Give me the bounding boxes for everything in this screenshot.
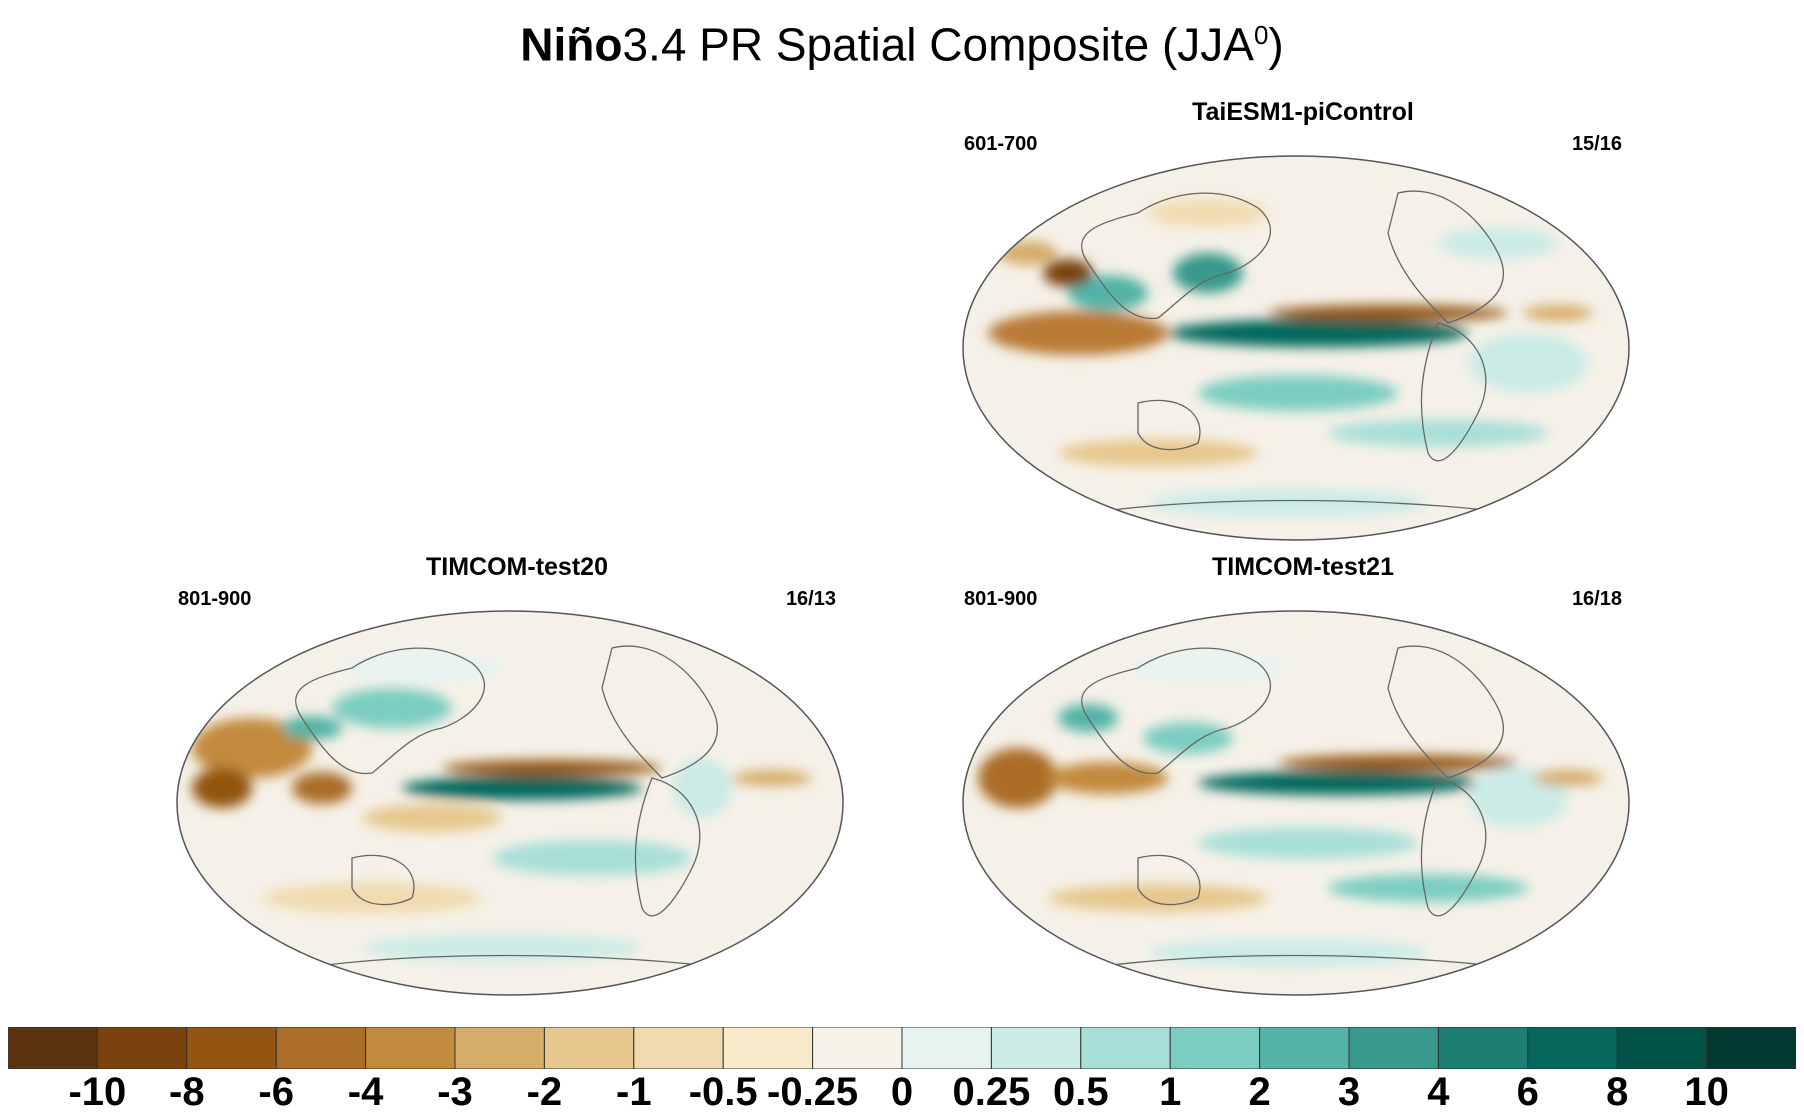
colorbar-tick-label: -10 xyxy=(68,1070,127,1114)
panel-title: TaiESM1-piControl xyxy=(1192,98,1414,126)
panel-years: 801-900 xyxy=(178,588,252,610)
map-panel-timcom-test20: TIMCOM-test20 801-900 16/13 xyxy=(172,553,862,1013)
colorbar-labels: -10 -8 -6 -4 -3 -2 -1 -0.5 -0.25 0 0.25 0.5 1 2 3 4 6 8 10 xyxy=(8,1070,1796,1120)
colorbar-tick-label: 1 xyxy=(1159,1070,1182,1114)
colorbar-tick-label: 10 xyxy=(1684,1070,1729,1114)
panel-years: 801-900 xyxy=(964,588,1038,610)
colorbar-tick-label: 0 xyxy=(890,1070,914,1114)
colorbar xyxy=(8,1027,1796,1069)
panel-title: TIMCOM-test21 xyxy=(1212,553,1394,581)
colorbar-swatch xyxy=(1080,1027,1171,1069)
colorbar-tick-label: -4 xyxy=(347,1070,384,1114)
panel-count: 16/13 xyxy=(785,588,836,610)
colorbar-tick-label: 6 xyxy=(1516,1070,1539,1114)
colorbar-tick-label: 2 xyxy=(1248,1070,1271,1114)
colorbar-swatch xyxy=(1169,1027,1261,1069)
panel-count: 15/16 xyxy=(1571,133,1622,155)
colorbar-tick-label: -0.25 xyxy=(767,1070,859,1114)
colorbar-swatch xyxy=(186,1027,277,1069)
map-globe xyxy=(962,610,1630,996)
colorbar-swatch xyxy=(543,1027,635,1069)
figure-title: Niño3.4 PR Spatial Composite (JJA0) xyxy=(520,18,1284,71)
colorbar-swatch xyxy=(812,1027,903,1069)
colorbar-tick-label: -2 xyxy=(526,1070,563,1114)
colorbar-tick-label: -1 xyxy=(616,1070,652,1114)
colorbar-tick-label: 0.5 xyxy=(1052,1070,1109,1114)
colorbar-swatch xyxy=(454,1027,545,1069)
panel-count: 16/18 xyxy=(1571,588,1622,610)
colorbar-swatch xyxy=(722,1027,814,1069)
colorbar-tick-label: 3 xyxy=(1337,1070,1361,1114)
colorbar-tick-label: 0.25 xyxy=(952,1070,1031,1114)
colorbar-swatch xyxy=(633,1027,724,1069)
colorbar-swatch xyxy=(1259,1027,1350,1069)
colorbar-tick-label: 8 xyxy=(1606,1070,1629,1114)
colorbar-tick-label: 4 xyxy=(1427,1070,1450,1114)
colorbar-swatch xyxy=(1706,1027,1796,1069)
colorbar-swatch xyxy=(8,1027,98,1069)
colorbar-swatch xyxy=(365,1027,456,1069)
map-panel-taiesm1: TaiESM1-piControl 601-700 15/16 xyxy=(958,98,1648,558)
colorbar-tick-label: -6 xyxy=(258,1070,294,1114)
map-panel-timcom-test21: TIMCOM-test21 801-900 16/18 xyxy=(958,553,1648,1013)
colorbar-swatch xyxy=(901,1027,992,1069)
colorbar-swatch xyxy=(1437,1027,1529,1069)
colorbar-tick-label: -0.5 xyxy=(688,1070,758,1114)
colorbar-swatch xyxy=(990,1027,1082,1069)
colorbar-swatch xyxy=(96,1027,188,1069)
colorbar-swatch xyxy=(1616,1027,1708,1069)
colorbar-swatch xyxy=(275,1027,367,1069)
panel-years: 601-700 xyxy=(964,133,1038,155)
colorbar-swatch xyxy=(1527,1027,1618,1069)
colorbar-swatch xyxy=(1348,1027,1439,1069)
colorbar-tick-label: -8 xyxy=(169,1070,205,1114)
map-globe xyxy=(962,155,1630,541)
map-globe xyxy=(176,610,844,996)
colorbar-tick-label: -3 xyxy=(437,1070,473,1114)
panel-title: TIMCOM-test20 xyxy=(426,553,608,581)
